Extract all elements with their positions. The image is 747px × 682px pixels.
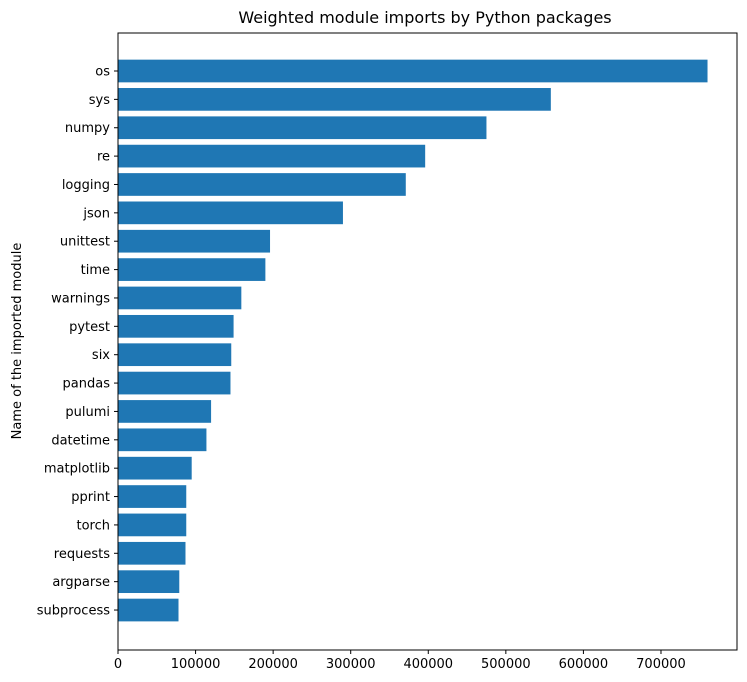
bar-time xyxy=(118,258,266,281)
x-tick-label: 700000 xyxy=(636,657,686,672)
x-tick-label: 600000 xyxy=(559,657,609,672)
y-tick-label: logging xyxy=(62,178,110,193)
bar-pytest xyxy=(118,314,234,338)
y-tick-label: unittest xyxy=(60,235,110,250)
bar-subprocess xyxy=(118,598,179,622)
bar-warnings xyxy=(118,286,242,310)
bar-os xyxy=(118,59,708,83)
chart-title: Weighted module imports by Python packag… xyxy=(238,8,611,27)
y-tick-group: os sys numpy re logging json unittest time warni… xyxy=(37,65,118,619)
bar-datetime xyxy=(118,428,207,452)
bar-pandas xyxy=(118,371,231,395)
y-tick-label: argparse xyxy=(52,575,110,590)
bar-pulumi xyxy=(118,400,212,423)
y-tick-label: pulumi xyxy=(65,405,110,420)
y-tick-label: torch xyxy=(77,518,111,533)
y-tick-label: json xyxy=(82,206,110,221)
bar-json xyxy=(118,201,343,225)
y-tick-label: pytest xyxy=(69,320,110,335)
y-tick-label: subprocess xyxy=(37,604,110,619)
y-tick-label: pprint xyxy=(71,490,110,505)
y-tick-label: datetime xyxy=(51,433,110,448)
bar-torch xyxy=(118,513,187,537)
bar-logging xyxy=(118,173,406,196)
x-tick-label: 300000 xyxy=(326,657,376,672)
y-axis-label: Name of the imported module xyxy=(10,243,25,440)
y-tick-label: matplotlib xyxy=(44,462,110,477)
x-tick-label: 500000 xyxy=(481,657,531,672)
y-tick-label: re xyxy=(97,150,110,165)
plot-frame xyxy=(117,32,738,651)
y-tick-label: six xyxy=(92,348,110,363)
bar-unittest xyxy=(118,229,271,253)
y-tick-label: requests xyxy=(54,547,110,562)
x-tick-group: 0 100000 200000 300000 400000 500000 600000 700… xyxy=(114,650,686,672)
x-tick-label: 0 xyxy=(114,657,122,672)
bar-sys xyxy=(118,88,551,111)
bar-argparse xyxy=(118,570,180,594)
y-tick-label: time xyxy=(81,263,110,278)
y-tick-label: numpy xyxy=(65,121,110,136)
x-tick-label: 400000 xyxy=(403,657,453,672)
y-tick-label: pandas xyxy=(63,377,111,392)
x-tick-label: 100000 xyxy=(171,657,221,672)
y-tick-label: warnings xyxy=(51,291,110,306)
bar-re xyxy=(118,144,426,168)
x-tick-label: 200000 xyxy=(248,657,298,672)
bar-numpy xyxy=(118,116,487,140)
y-tick-label: os xyxy=(95,65,110,80)
bar-matplotlib xyxy=(118,456,192,480)
y-tick-label: sys xyxy=(89,93,110,108)
bar-requests xyxy=(118,541,186,565)
bar-pprint xyxy=(118,485,187,508)
bars-group xyxy=(118,59,708,622)
bar-six xyxy=(118,343,232,367)
